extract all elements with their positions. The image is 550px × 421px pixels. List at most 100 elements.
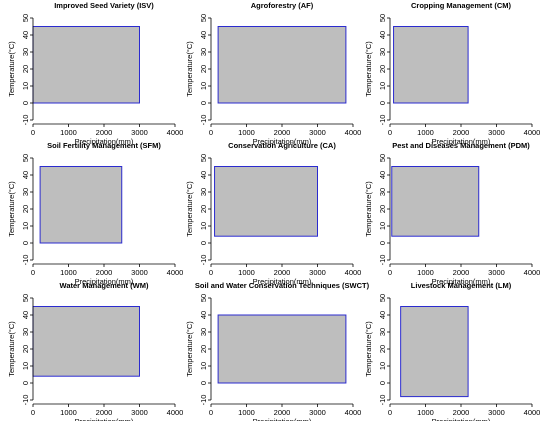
- y-tick-label: 40: [21, 31, 30, 39]
- y-tick-label: 20: [199, 345, 208, 353]
- chart-title: Water Management (WM): [60, 281, 149, 290]
- chart-panel-swct: Soil and Water Conservation Techniques (…: [185, 281, 370, 421]
- x-tick-label: 2000: [96, 128, 113, 137]
- y-tick-label: 10: [199, 222, 208, 230]
- chart-title: Cropping Management (CM): [411, 1, 511, 10]
- x-tick-label: 3000: [131, 128, 148, 137]
- chart-title: Agroforestry (AF): [251, 1, 314, 10]
- x-tick-label: 2000: [453, 408, 470, 417]
- x-axis-label: Precipitation(mm): [75, 137, 134, 146]
- y-tick-label: -10: [199, 115, 208, 126]
- y-tick-label: -10: [378, 115, 387, 126]
- x-tick-label: 3000: [309, 268, 326, 277]
- y-tick-label: 50: [21, 294, 30, 302]
- y-tick-label: 10: [21, 82, 30, 90]
- x-tick-label: 3000: [131, 268, 148, 277]
- y-tick-label: 10: [21, 362, 30, 370]
- y-tick-label: 20: [378, 345, 387, 353]
- y-tick-label: 20: [21, 345, 30, 353]
- y-tick-label: 40: [199, 31, 208, 39]
- y-tick-label: 0: [21, 101, 30, 105]
- x-axis-label: Precipitation(mm): [432, 137, 491, 146]
- range-box-af: [217, 26, 347, 104]
- y-tick-label: 0: [21, 241, 30, 245]
- y-tick-label: 50: [21, 14, 30, 22]
- chart-panel-lm: Livestock Management (LM)-10010203040500…: [364, 281, 540, 421]
- x-tick-label: 2000: [453, 268, 470, 277]
- y-tick-label: 20: [378, 205, 387, 213]
- x-tick-label: 0: [31, 408, 35, 417]
- x-tick-label: 1000: [238, 268, 255, 277]
- chart-panel-ca: Conservation Agriculture (CA)-1001020304…: [185, 141, 361, 286]
- y-tick-label: 0: [199, 241, 208, 245]
- x-tick-label: 0: [209, 408, 213, 417]
- y-tick-label: -10: [21, 395, 30, 406]
- x-axis-label: Precipitation(mm): [432, 277, 491, 286]
- x-tick-label: 1000: [238, 408, 255, 417]
- y-tick-label: 0: [378, 381, 387, 385]
- y-tick-label: 20: [199, 205, 208, 213]
- x-tick-label: 1000: [238, 128, 255, 137]
- x-tick-label: 0: [209, 128, 213, 137]
- y-tick-label: 0: [199, 381, 208, 385]
- range-box-isv: [32, 26, 140, 104]
- y-tick-label: -10: [21, 255, 30, 266]
- range-box-swct: [217, 314, 347, 384]
- x-tick-label: 4000: [345, 268, 362, 277]
- x-tick-label: 0: [31, 268, 35, 277]
- y-axis-label: Temperature(°C): [7, 181, 16, 237]
- y-tick-label: -10: [378, 395, 387, 406]
- x-tick-label: 2000: [274, 128, 291, 137]
- x-tick-label: 4000: [167, 268, 184, 277]
- y-tick-label: 0: [199, 101, 208, 105]
- x-tick-label: 2000: [274, 268, 291, 277]
- y-tick-label: 30: [199, 188, 208, 196]
- y-axis-label: Temperature(°C): [7, 41, 16, 97]
- x-axis-label: Precipitation(mm): [75, 277, 134, 286]
- y-tick-label: 40: [199, 311, 208, 319]
- y-axis-label: Temperature(°C): [364, 181, 373, 237]
- y-tick-label: 50: [199, 14, 208, 22]
- x-tick-label: 0: [388, 128, 392, 137]
- y-tick-label: 30: [378, 48, 387, 56]
- y-tick-label: 10: [378, 362, 387, 370]
- x-tick-label: 2000: [96, 408, 113, 417]
- x-tick-label: 3000: [488, 128, 505, 137]
- chart-title: Soil and Water Conservation Techniques (…: [195, 281, 370, 290]
- x-tick-label: 3000: [488, 408, 505, 417]
- y-tick-label: 40: [21, 171, 30, 179]
- y-tick-label: -10: [199, 395, 208, 406]
- x-tick-label: 1000: [60, 268, 77, 277]
- y-tick-label: 30: [21, 328, 30, 336]
- range-box-cm: [393, 26, 469, 104]
- x-tick-label: 1000: [60, 408, 77, 417]
- x-tick-label: 4000: [167, 128, 184, 137]
- y-tick-label: 10: [378, 222, 387, 230]
- chart-panel-pdm: Pest and Diseases Management (PDM)-10010…: [364, 141, 540, 286]
- x-tick-label: 4000: [524, 128, 541, 137]
- y-tick-label: -10: [378, 255, 387, 266]
- y-axis-label: Temperature(°C): [185, 41, 194, 97]
- x-tick-label: 0: [388, 408, 392, 417]
- y-tick-label: 20: [21, 205, 30, 213]
- x-tick-label: 3000: [488, 268, 505, 277]
- x-axis-label: Precipitation(mm): [253, 417, 312, 421]
- y-tick-label: 40: [21, 311, 30, 319]
- y-tick-label: 10: [21, 222, 30, 230]
- x-axis-label: Precipitation(mm): [253, 277, 312, 286]
- x-tick-label: 1000: [417, 408, 434, 417]
- y-axis-label: Temperature(°C): [185, 321, 194, 377]
- x-tick-label: 1000: [417, 128, 434, 137]
- y-tick-label: 0: [21, 381, 30, 385]
- x-tick-label: 1000: [60, 128, 77, 137]
- range-box-wm: [32, 306, 140, 377]
- x-tick-label: 3000: [309, 408, 326, 417]
- x-axis-label: Precipitation(mm): [75, 417, 134, 421]
- y-tick-label: 50: [378, 14, 387, 22]
- x-tick-label: 1000: [417, 268, 434, 277]
- y-tick-label: 30: [199, 48, 208, 56]
